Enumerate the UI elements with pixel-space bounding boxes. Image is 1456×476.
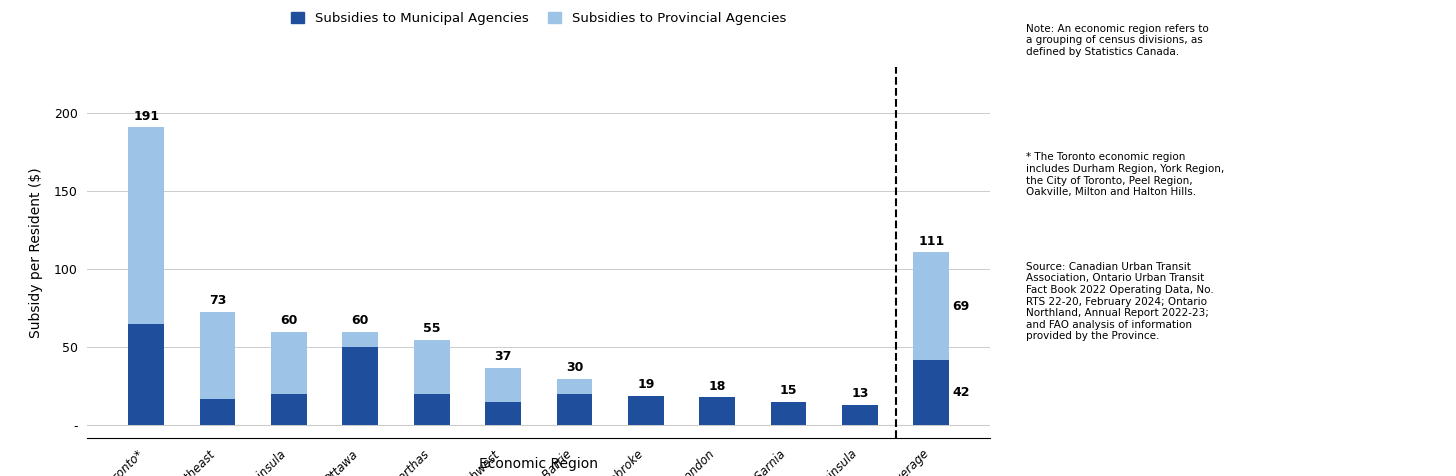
Bar xyxy=(485,368,521,402)
Bar xyxy=(842,405,878,426)
Bar xyxy=(699,397,735,426)
Text: 13: 13 xyxy=(852,387,869,400)
Bar xyxy=(271,332,307,394)
Text: 55: 55 xyxy=(422,322,440,335)
Text: Source: Canadian Urban Transit
Association, Ontario Urban Transit
Fact Book 2022: Source: Canadian Urban Transit Associati… xyxy=(1026,262,1214,341)
Bar xyxy=(913,360,949,426)
Bar xyxy=(271,394,307,426)
Text: 111: 111 xyxy=(919,235,945,248)
Text: 30: 30 xyxy=(566,361,582,374)
Text: * The Toronto economic region
includes Durham Region, York Region,
the City of T: * The Toronto economic region includes D… xyxy=(1026,152,1224,197)
Bar xyxy=(128,128,165,324)
Bar xyxy=(414,340,450,394)
Bar xyxy=(485,402,521,426)
Text: 18: 18 xyxy=(709,380,725,393)
Bar xyxy=(128,324,165,426)
Text: 69: 69 xyxy=(952,299,970,313)
Text: 60: 60 xyxy=(352,314,368,327)
Text: 191: 191 xyxy=(132,110,159,123)
Bar xyxy=(770,402,807,426)
Bar xyxy=(556,394,593,426)
Bar xyxy=(556,378,593,394)
Bar xyxy=(913,252,949,360)
Bar xyxy=(628,396,664,426)
Bar xyxy=(342,347,379,426)
Text: 19: 19 xyxy=(638,378,654,391)
Y-axis label: Subsidy per Resident ($): Subsidy per Resident ($) xyxy=(29,167,42,337)
Text: 15: 15 xyxy=(780,384,798,397)
Legend: Subsidies to Municipal Agencies, Subsidies to Provincial Agencies: Subsidies to Municipal Agencies, Subsidi… xyxy=(285,6,792,30)
Bar xyxy=(414,394,450,426)
Bar xyxy=(342,332,379,347)
Text: Note: An economic region refers to
a grouping of census divisions, as
defined by: Note: An economic region refers to a gro… xyxy=(1026,24,1210,57)
Text: 60: 60 xyxy=(280,314,297,327)
Text: Economic Region: Economic Region xyxy=(479,457,598,471)
Bar xyxy=(199,312,236,399)
Text: 73: 73 xyxy=(208,294,226,307)
Text: 37: 37 xyxy=(495,350,511,363)
Text: 42: 42 xyxy=(952,386,970,399)
Bar xyxy=(199,399,236,426)
